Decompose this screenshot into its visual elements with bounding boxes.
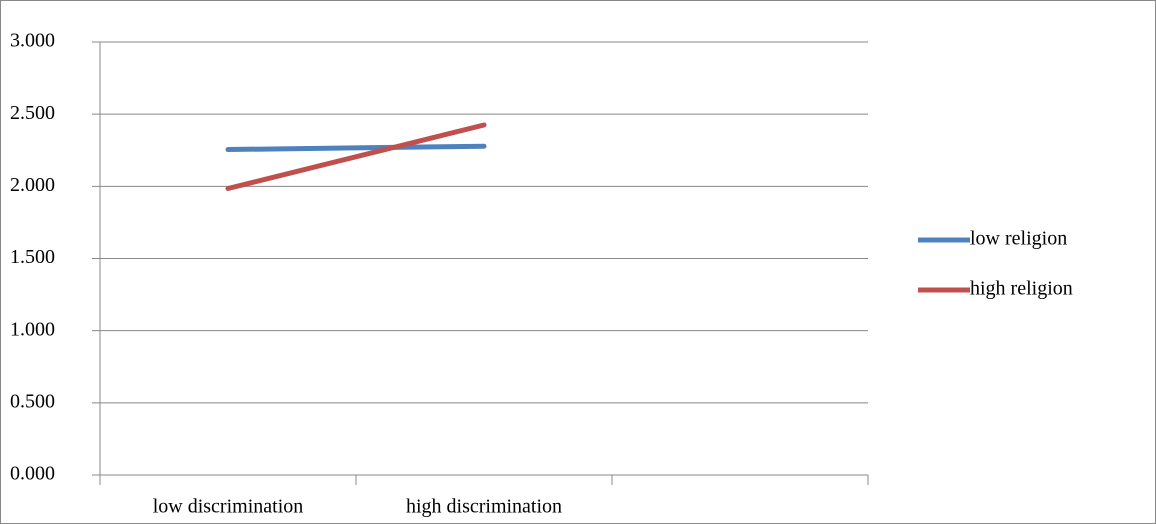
line-series — [225, 122, 487, 191]
y-tick-label: 2.500 — [10, 102, 55, 124]
line-series — [225, 143, 487, 153]
legend-label: high religion — [970, 278, 1073, 300]
x-tick-label: low discrimination — [153, 496, 304, 518]
y-tick-label: 2.000 — [10, 174, 55, 196]
y-tick-label: 0.500 — [10, 390, 55, 412]
legend-label: low religion — [970, 228, 1067, 250]
y-tick-label: 3.000 — [10, 30, 55, 52]
x-tick-label: high discrimination — [406, 496, 562, 518]
y-tick-label: 0.000 — [10, 463, 55, 485]
y-tick-label: 1.500 — [10, 246, 55, 268]
y-tick-label: 1.000 — [10, 318, 55, 340]
